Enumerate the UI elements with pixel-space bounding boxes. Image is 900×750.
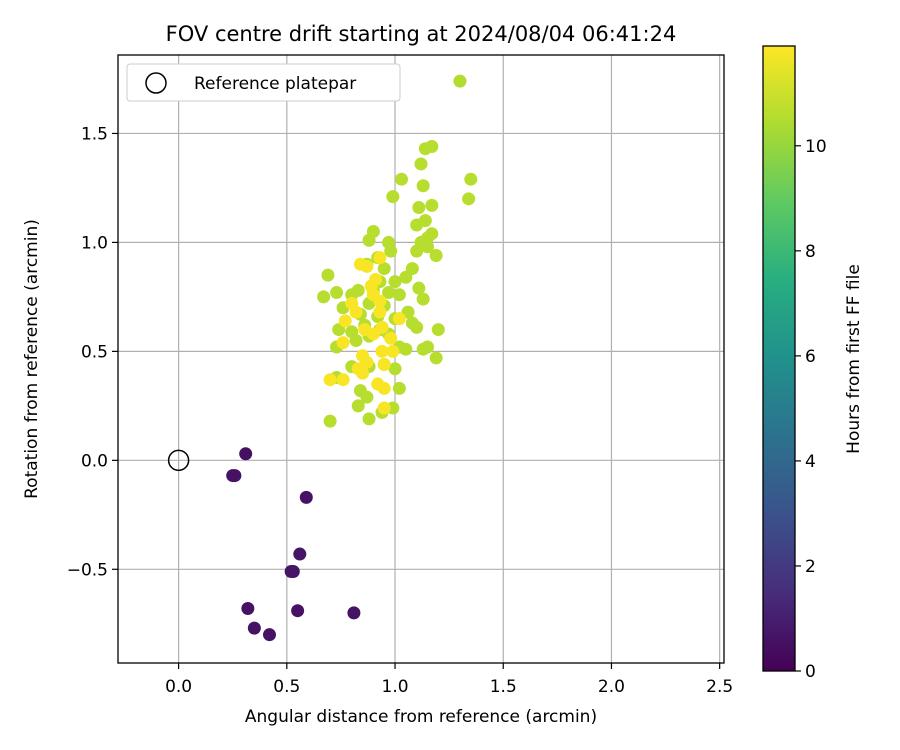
scatter-point xyxy=(414,157,428,171)
legend: Reference platepar xyxy=(126,63,401,102)
scatter-point xyxy=(336,336,350,350)
scatter-point xyxy=(349,305,363,319)
scatter-point xyxy=(377,401,391,415)
y-tick-label: 1.0 xyxy=(81,233,108,253)
scatter-point xyxy=(286,564,300,578)
scatter-point xyxy=(377,357,391,371)
scatter-point xyxy=(293,547,307,561)
scatter-point xyxy=(321,268,335,282)
scatter-point xyxy=(388,275,402,289)
scatter-point xyxy=(323,373,337,387)
scatter-point xyxy=(462,192,476,206)
scatter-point xyxy=(360,390,374,404)
scatter-point xyxy=(392,312,406,326)
y-axis-ticks: −0.5 0.0 0.5 1.0 1.5 xyxy=(67,124,118,580)
scatter-point xyxy=(356,366,370,380)
scatter-point xyxy=(299,490,313,504)
scatter-point xyxy=(392,288,406,302)
scatter-point xyxy=(353,257,367,271)
scatter-point xyxy=(392,381,406,395)
scatter-point xyxy=(373,305,387,319)
scatter-point xyxy=(338,314,352,328)
scatter-point xyxy=(425,198,439,212)
scatter-point xyxy=(384,244,398,258)
y-tick-label: 0.5 xyxy=(81,342,108,362)
y-tick-label: −0.5 xyxy=(67,560,108,580)
scatter-point xyxy=(351,399,365,413)
scatter-point xyxy=(420,240,434,254)
scatter-point xyxy=(347,606,361,620)
scatter-point xyxy=(317,290,331,304)
scatter-point xyxy=(263,628,276,642)
scatter-point xyxy=(373,251,387,265)
scatter-point xyxy=(362,233,376,247)
scatter-point xyxy=(377,381,391,395)
scatter-point xyxy=(412,201,426,215)
scatter-point xyxy=(241,602,255,616)
scatter-point xyxy=(386,344,400,358)
x-tick-label: 0.0 xyxy=(165,677,192,697)
scatter-point xyxy=(388,362,402,376)
chart-title: FOV centre drift starting at 2024/08/04 … xyxy=(166,22,677,46)
y-tick-label: 1.5 xyxy=(81,124,108,144)
scatter-point xyxy=(410,244,424,258)
scatter-point xyxy=(247,621,261,635)
scatter-point xyxy=(362,412,376,426)
colorbar-tick-label: 6 xyxy=(805,347,816,367)
scatter-point xyxy=(464,172,478,186)
legend-marker-icon xyxy=(145,72,167,94)
scatter-point xyxy=(386,190,400,204)
scatter-points xyxy=(226,74,478,642)
x-axis-label: Angular distance from reference (arcmin) xyxy=(245,707,597,727)
reference-platepar-marker xyxy=(167,449,190,472)
scatter-point xyxy=(291,604,305,618)
scatter-point xyxy=(323,414,337,428)
colorbar-tick-label: 0 xyxy=(805,662,816,682)
scatter-point xyxy=(399,270,413,284)
scatter-point xyxy=(395,172,409,186)
scatter-point xyxy=(239,447,253,461)
colorbar-tick-label: 2 xyxy=(805,557,816,577)
scatter-point xyxy=(366,327,380,341)
scatter-point xyxy=(429,351,443,365)
y-axis-label: Rotation from reference (arcmin) xyxy=(22,219,42,499)
colorbar xyxy=(762,45,796,672)
x-tick-label: 0.5 xyxy=(273,677,300,697)
scatter-point xyxy=(416,342,430,356)
scatter-point xyxy=(453,74,467,88)
scatter-point xyxy=(412,281,426,295)
x-tick-label: 1.5 xyxy=(490,677,517,697)
colorbar-tick-label: 10 xyxy=(805,137,827,157)
colorbar-tick-label: 4 xyxy=(805,452,816,472)
colorbar-ticks: 0 2 4 6 8 10 xyxy=(795,137,827,682)
scatter-point xyxy=(410,218,424,232)
plot-frame xyxy=(117,54,725,664)
scatter-point xyxy=(382,286,396,300)
scatter-point xyxy=(330,286,344,300)
scatter-point xyxy=(429,248,443,262)
scatter-point xyxy=(410,320,424,334)
legend-label-reference-platepar: Reference platepar xyxy=(194,74,356,94)
x-axis-ticks: 0.0 0.5 1.0 1.5 2.0 2.5 xyxy=(165,663,733,697)
scatter-point xyxy=(336,373,350,387)
x-tick-label: 1.0 xyxy=(382,677,409,697)
scatter-point xyxy=(431,323,445,337)
scatter-point xyxy=(228,469,242,483)
x-tick-label: 2.5 xyxy=(706,677,733,697)
scatter-point xyxy=(373,294,387,308)
scatter-point xyxy=(418,142,432,156)
scatter-point xyxy=(377,262,391,276)
scatter-point xyxy=(416,179,430,193)
x-tick-label: 2.0 xyxy=(598,677,625,697)
legend-box xyxy=(126,63,401,102)
scatter-point xyxy=(399,342,413,356)
scatter-point xyxy=(416,292,430,306)
scatter-point xyxy=(375,344,389,358)
y-tick-label: 0.0 xyxy=(81,451,108,471)
colorbar-label: Hours from first FF file xyxy=(844,264,864,454)
colorbar-tick-label: 8 xyxy=(805,242,816,262)
scatter-point xyxy=(349,333,363,347)
scatter-point xyxy=(384,331,398,345)
